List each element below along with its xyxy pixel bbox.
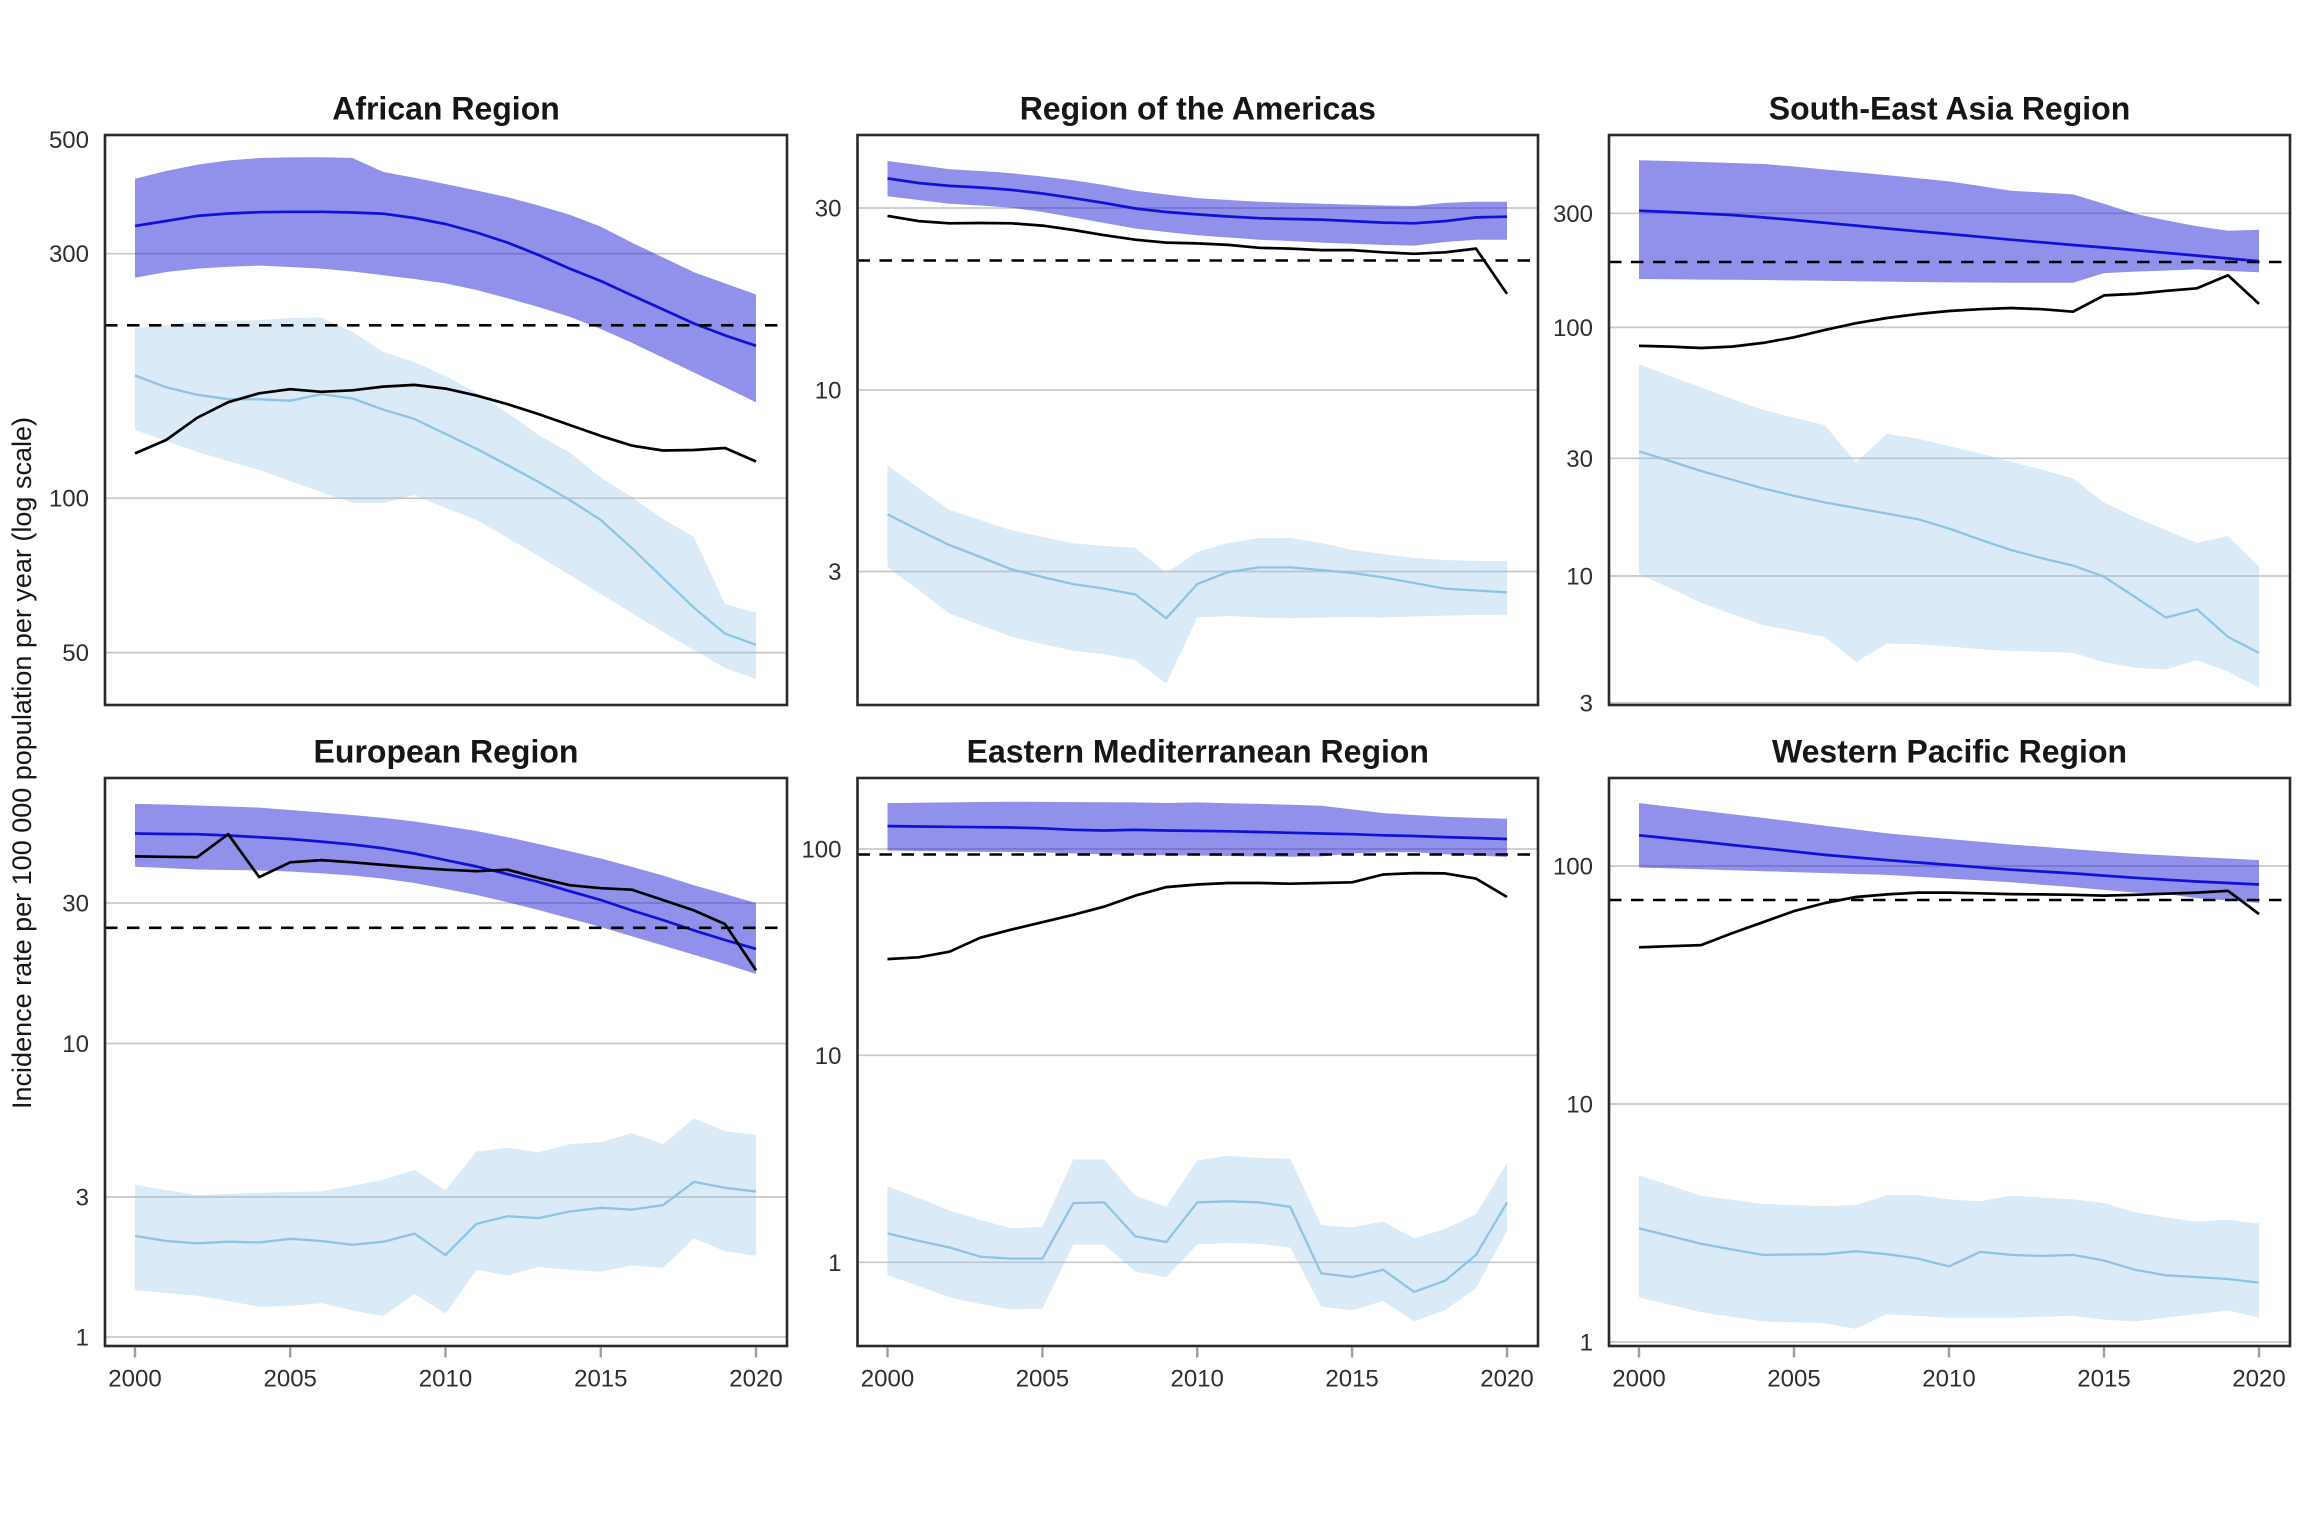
svg-text:100: 100 bbox=[1553, 315, 1593, 342]
svg-text:500: 500 bbox=[49, 127, 89, 154]
svg-text:2010: 2010 bbox=[1171, 1366, 1224, 1393]
svg-text:2005: 2005 bbox=[264, 1366, 317, 1393]
svg-text:10: 10 bbox=[1566, 564, 1593, 591]
svg-text:Region of the Americas: Region of the Americas bbox=[1020, 91, 1376, 127]
svg-text:2000: 2000 bbox=[108, 1366, 161, 1393]
svg-text:2015: 2015 bbox=[2077, 1366, 2130, 1393]
svg-text:2020: 2020 bbox=[2232, 1366, 2285, 1393]
svg-text:3: 3 bbox=[76, 1185, 89, 1212]
svg-text:300: 300 bbox=[1553, 201, 1593, 228]
svg-text:1: 1 bbox=[1580, 1330, 1593, 1357]
svg-text:2020: 2020 bbox=[729, 1366, 782, 1393]
svg-text:300: 300 bbox=[49, 241, 89, 268]
svg-text:Eastern Mediterranean Region: Eastern Mediterranean Region bbox=[967, 734, 1429, 770]
svg-text:2005: 2005 bbox=[1016, 1366, 1069, 1393]
svg-text:2010: 2010 bbox=[419, 1366, 472, 1393]
svg-text:Incidence rate per 100 000 pop: Incidence rate per 100 000 population pe… bbox=[7, 417, 37, 1109]
svg-text:South-East Asia Region: South-East Asia Region bbox=[1769, 91, 2131, 127]
svg-text:100: 100 bbox=[801, 837, 841, 864]
svg-text:2005: 2005 bbox=[1767, 1366, 1820, 1393]
svg-text:10: 10 bbox=[815, 1043, 842, 1070]
svg-text:30: 30 bbox=[815, 196, 842, 223]
svg-text:50: 50 bbox=[62, 640, 89, 667]
svg-text:2015: 2015 bbox=[574, 1366, 627, 1393]
svg-text:100: 100 bbox=[1553, 854, 1593, 881]
svg-text:2000: 2000 bbox=[861, 1366, 914, 1393]
svg-text:30: 30 bbox=[1566, 446, 1593, 473]
svg-text:2000: 2000 bbox=[1612, 1366, 1665, 1393]
svg-text:2020: 2020 bbox=[1480, 1366, 1533, 1393]
svg-text:1: 1 bbox=[76, 1325, 89, 1352]
svg-text:2010: 2010 bbox=[1922, 1366, 1975, 1393]
svg-text:African Region: African Region bbox=[332, 91, 560, 127]
svg-text:3: 3 bbox=[1580, 690, 1593, 717]
svg-text:10: 10 bbox=[815, 378, 842, 405]
svg-text:Western Pacific Region: Western Pacific Region bbox=[1772, 734, 2127, 770]
svg-text:2015: 2015 bbox=[1325, 1366, 1378, 1393]
svg-text:10: 10 bbox=[62, 1031, 89, 1058]
svg-text:10: 10 bbox=[1566, 1092, 1593, 1119]
svg-text:European Region: European Region bbox=[314, 734, 579, 770]
svg-text:100: 100 bbox=[49, 486, 89, 513]
svg-text:3: 3 bbox=[828, 559, 841, 586]
svg-text:1: 1 bbox=[828, 1250, 841, 1277]
svg-text:30: 30 bbox=[62, 891, 89, 918]
